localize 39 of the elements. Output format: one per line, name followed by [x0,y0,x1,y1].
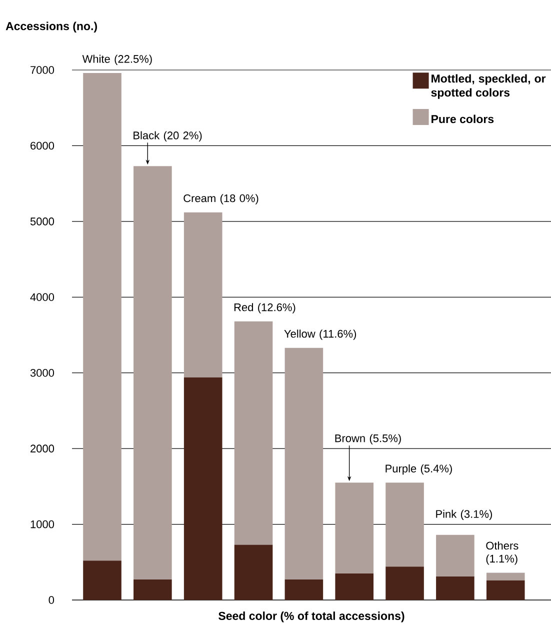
x-tick-label: White (22.5%) [82,54,152,66]
y-axis-title: Accessions (no.) [6,22,97,32]
y-tick-label: 5000 [30,218,54,226]
y-tick-label: 6000 [30,142,54,150]
y-tick-label: 0 [48,596,54,604]
y-tick-label: 2000 [30,444,54,452]
bar [284,580,324,600]
bar [184,377,222,600]
y-tick-label: 3000 [30,368,54,377]
x-tick-label: Red (12.6%) [234,303,296,314]
y-tick-label: 7000 [30,66,54,74]
bar [284,348,324,580]
bar [83,73,122,561]
bar [486,572,525,580]
bar [134,580,172,600]
bar [436,576,474,600]
legend-label: Pure colors [432,114,494,124]
bar [83,560,122,600]
bar [134,166,172,580]
x-axis-title: Seed color (% of total accessions) [218,612,404,622]
bar [386,566,424,600]
x-tick-label: Brown (5.5%) [335,434,401,444]
x-tick-label: Purple (5.4%) [386,464,452,475]
y-tick-label: 4000 [30,293,54,302]
bar [234,544,273,600]
x-tick-label: Pink (3.1%) [436,510,492,520]
bar [436,534,474,577]
bar [234,321,273,545]
x-tick-label: Black (20 2%) [134,131,202,142]
x-tick-label: Cream (18 0%) [184,194,258,204]
bar [486,580,525,600]
bar [335,482,374,574]
bar [386,482,424,567]
y-tick-label: 1000 [30,520,54,528]
bar [184,212,222,378]
x-tick-label: Others (1.1%) [486,541,518,565]
bar [335,574,374,600]
legend-label: Mottled, speckled, or spotted colors [431,74,546,99]
x-tick-label: Yellow (11.6%) [284,330,356,340]
